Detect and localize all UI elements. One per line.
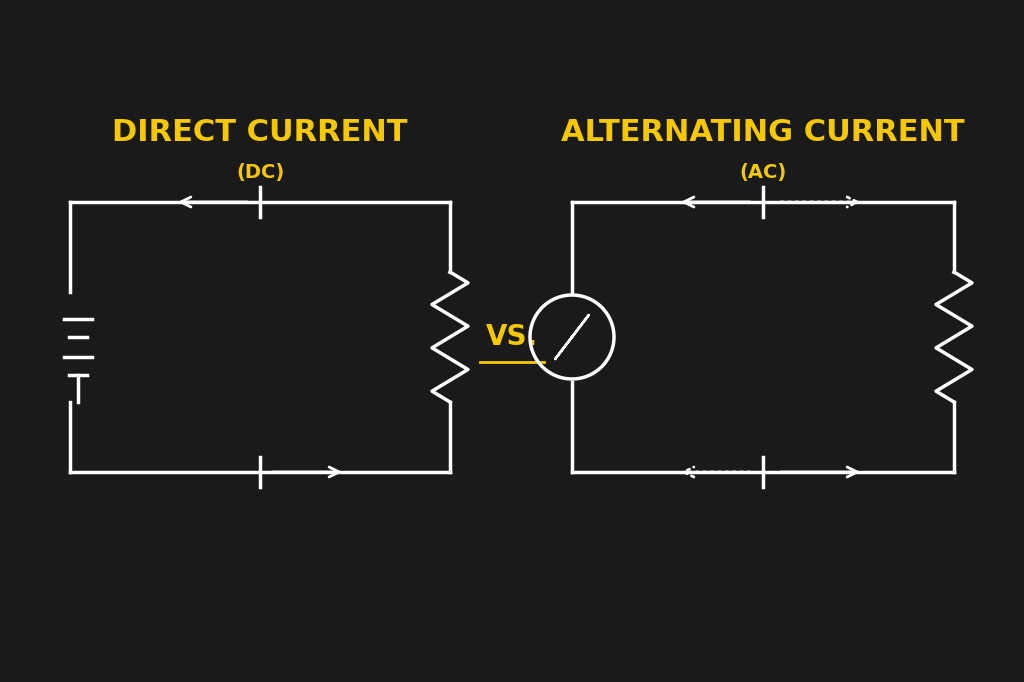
Text: (DC): (DC) (236, 162, 284, 181)
Text: VS.: VS. (486, 323, 538, 351)
Text: DIRECT CURRENT: DIRECT CURRENT (113, 117, 408, 147)
Text: ALTERNATING CURRENT: ALTERNATING CURRENT (561, 117, 965, 147)
Text: (AC): (AC) (739, 162, 786, 181)
